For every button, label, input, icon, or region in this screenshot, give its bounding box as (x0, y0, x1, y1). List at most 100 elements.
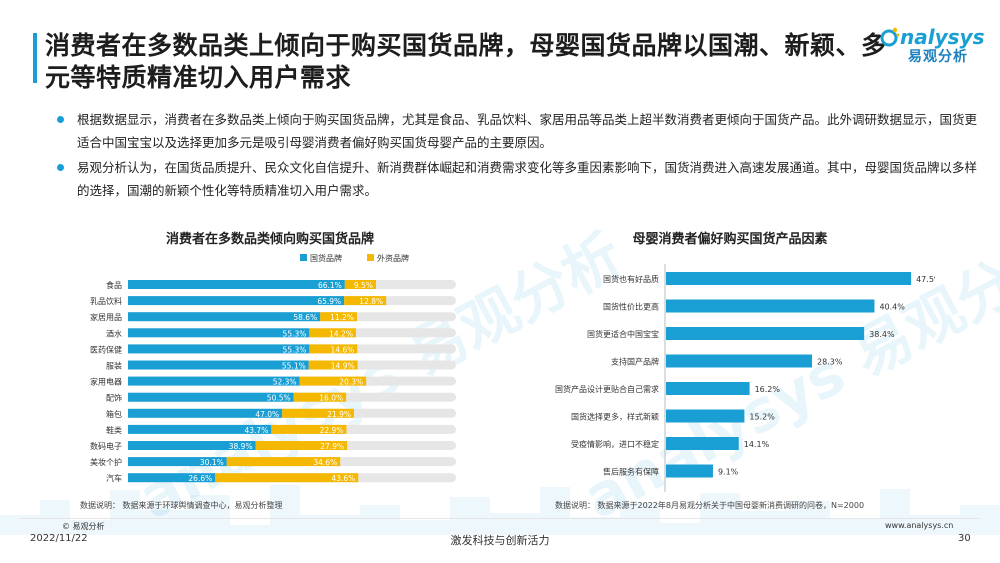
chart-legend: 国货品牌 外资品牌 (300, 253, 409, 263)
value-label-domestic: 26.6% (188, 474, 212, 483)
bar-domestic (128, 344, 310, 354)
skyline-decoration (0, 485, 1000, 535)
value-label-domestic: 58.6% (293, 313, 317, 322)
value-label-foreign: 20.3% (339, 378, 363, 387)
footer-date: 2022/11/22 (30, 533, 88, 544)
right-bar-chart: 国货也有好品质 47.5% 国货性价比更高 40.4% 国货更适合中国宝宝 38.4% 支持… (555, 264, 935, 492)
bar-domestic (128, 408, 283, 418)
category-label: 家用电器 (90, 377, 122, 387)
left-data-source: 数据说明： 数据来源于环球舆情调查中心，易观分析整理 (80, 501, 283, 510)
value-label: 38.4% (869, 330, 895, 339)
category-label: 汽车 (106, 473, 122, 483)
value-label-domestic: 30.1% (200, 458, 224, 467)
value-label: 40.4% (879, 303, 905, 312)
footer-divider (20, 518, 980, 519)
footer-url: www.analysys.cn (885, 521, 954, 530)
value-label-domestic: 55.3% (283, 345, 307, 354)
bar-domestic (128, 328, 310, 338)
footer-copyright: © 易观分析 (62, 522, 105, 531)
value-label-domestic: 55.1% (282, 362, 306, 371)
bar-foreign (344, 280, 376, 289)
logo-text-cn: 易观分析 (908, 49, 968, 65)
bar-foreign (226, 457, 341, 467)
title-accent-bar (33, 33, 37, 83)
value-label-foreign: 22.9% (320, 426, 344, 435)
bullet-dot-icon (57, 116, 64, 123)
bullet-text: 易观分析认为，在国货品质提升、民众文化自信提升、新消费群体崛起和消费需求变化等多… (77, 160, 978, 198)
bar (666, 327, 865, 340)
value-label-domestic: 55.3% (283, 329, 307, 338)
bar-domestic (128, 376, 300, 386)
value-label-foreign: 11.2% (330, 313, 354, 322)
bullet-item: 根据数据显示，消费者在多数品类上倾向于购买国货品牌，尤其是食品、乳品饮料、家居用… (57, 108, 977, 154)
bar-domestic (128, 296, 345, 306)
value-label-foreign: 43.6% (331, 474, 355, 483)
category-label: 国货选择更多，样式新颖 (571, 412, 659, 422)
bar-foreign (215, 473, 359, 483)
bar-foreign (282, 408, 354, 418)
bar-foreign (344, 296, 387, 306)
category-label: 国货性价比更高 (603, 302, 659, 312)
brand-logo: nalysys 易观分析 (878, 26, 988, 76)
category-label: 食品 (106, 280, 122, 290)
bullet-text: 根据数据显示，消费者在多数品类上倾向于购买国货品牌，尤其是食品、乳品饮料、家居用… (77, 112, 978, 150)
bullet-item: 易观分析认为，在国货品质提升、民众文化自信提升、新消费群体崛起和消费需求变化等多… (57, 156, 977, 202)
bullet-dot-icon (57, 164, 64, 171)
page-title: 消费者在多数品类上倾向于购买国货品牌，母婴国货品牌以国潮、新颖、多元等特质精准切… (45, 31, 887, 92)
bar-foreign (308, 360, 358, 370)
bar (666, 299, 875, 313)
bar-domestic (128, 392, 294, 402)
value-label-foreign: 12.8% (359, 297, 383, 306)
value-label-domestic: 66.1% (318, 281, 342, 290)
right-chart-title: 母婴消费者偏好购买国货产品因素 (632, 232, 828, 247)
value-label: 15.2% (749, 413, 775, 422)
footer-slogan: 激发科技与创新活力 (450, 534, 550, 547)
category-label: 家居用品 (90, 312, 122, 322)
value-label-domestic: 52.3% (273, 378, 297, 387)
value-label: 9.1% (718, 468, 739, 477)
legend-label-domestic: 国货品牌 (310, 253, 342, 263)
category-label: 售后服务有保障 (603, 467, 659, 477)
bar (666, 437, 739, 450)
value-label-domestic: 65.9% (317, 297, 341, 306)
category-label: 医药保健 (90, 344, 122, 354)
logo-text-en: nalysys (900, 25, 985, 49)
bar (666, 272, 912, 285)
value-label-domestic: 50.5% (267, 394, 291, 403)
bar-foreign (299, 376, 367, 386)
category-label: 箱包 (106, 409, 122, 419)
bar-domestic (128, 312, 321, 322)
category-label: 国货产品设计更贴合自己需求 (555, 384, 659, 394)
bar-foreign (271, 424, 347, 434)
category-label: 酒水 (106, 328, 122, 338)
bar (666, 464, 713, 478)
value-label-foreign: 14.9% (331, 362, 355, 371)
value-label-foreign: 9.5% (354, 281, 373, 290)
category-label: 鞋类 (106, 425, 122, 435)
bar-foreign (309, 344, 358, 354)
bar-domestic (128, 280, 345, 289)
legend-label-foreign: 外资品牌 (377, 253, 409, 263)
value-label-foreign: 27.9% (320, 442, 344, 451)
category-label: 受疫情影响，进口不稳定 (571, 439, 659, 449)
bar-domestic (128, 441, 256, 450)
value-label-foreign: 14.2% (329, 329, 353, 338)
bar-domestic (128, 473, 216, 483)
bar-domestic (128, 457, 227, 467)
summary-bullets: 根据数据显示，消费者在多数品类上倾向于购买国货品牌，尤其是食品、乳品饮料、家居用… (57, 108, 977, 204)
bar (666, 354, 813, 368)
value-label-domestic: 47.0% (255, 410, 279, 419)
bar-domestic (128, 360, 309, 370)
value-label: 47.5% (916, 275, 935, 284)
category-label: 乳品饮料 (90, 296, 122, 306)
value-label-domestic: 43.7% (245, 426, 269, 435)
category-label: 数码电子 (90, 441, 122, 451)
bar (666, 409, 745, 423)
bar-foreign (320, 312, 357, 322)
bar-domestic (128, 424, 272, 434)
bar-foreign (293, 392, 347, 402)
legend-swatch-foreign (367, 254, 374, 261)
value-label: 28.3% (817, 358, 843, 367)
logo-mark-icon (880, 27, 900, 47)
